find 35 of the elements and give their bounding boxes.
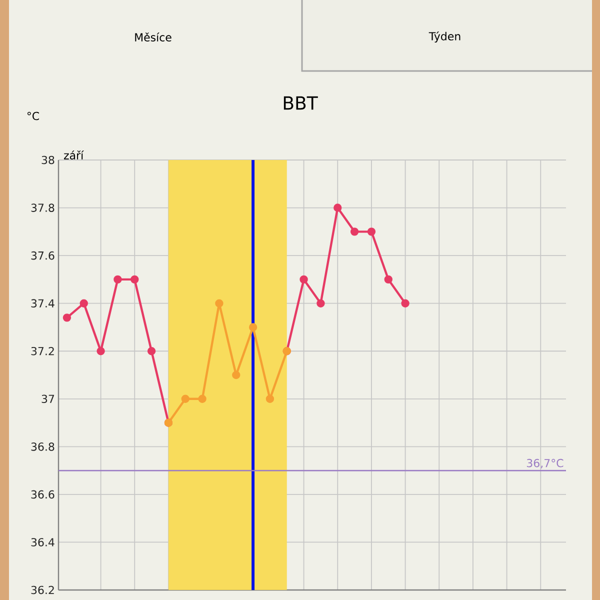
- point: [114, 275, 122, 284]
- y-tick-label: 37.4: [31, 299, 54, 308]
- point: [232, 370, 240, 380]
- y-tick-label: 36.8: [31, 442, 54, 451]
- point: [248, 323, 258, 332]
- point: [80, 299, 88, 308]
- y-tick-label: 37.2: [31, 346, 54, 356]
- y-tick-label: 36.2: [31, 586, 54, 594]
- y-axis-title: °C: [27, 112, 39, 120]
- ref-line-label: 36,7°C: [526, 458, 564, 468]
- point: [316, 299, 325, 308]
- point: [401, 299, 410, 308]
- point: [215, 299, 224, 308]
- point: [300, 275, 308, 284]
- point: [367, 228, 376, 236]
- point: [96, 347, 105, 356]
- text: září: [64, 150, 84, 160]
- point: [198, 394, 206, 403]
- y-tick-label: 36.6: [31, 490, 54, 499]
- chart-title: BBT: [284, 96, 318, 110]
- point: [266, 394, 274, 403]
- point: [130, 275, 139, 284]
- y-tick-label: 37.8: [31, 204, 54, 212]
- y-tick-label: 37.6: [31, 251, 54, 260]
- y-tick-label: 37: [42, 394, 54, 404]
- text: Týden: [428, 31, 460, 43]
- point: [334, 204, 342, 212]
- y-tick-label: 38: [42, 156, 54, 164]
- point: [181, 394, 190, 403]
- point: [384, 275, 392, 284]
- point: [350, 228, 359, 236]
- point: [147, 347, 156, 356]
- point: [62, 314, 72, 322]
- text: Měsíce: [135, 32, 172, 42]
- y-tick-label: 36.4: [31, 538, 54, 546]
